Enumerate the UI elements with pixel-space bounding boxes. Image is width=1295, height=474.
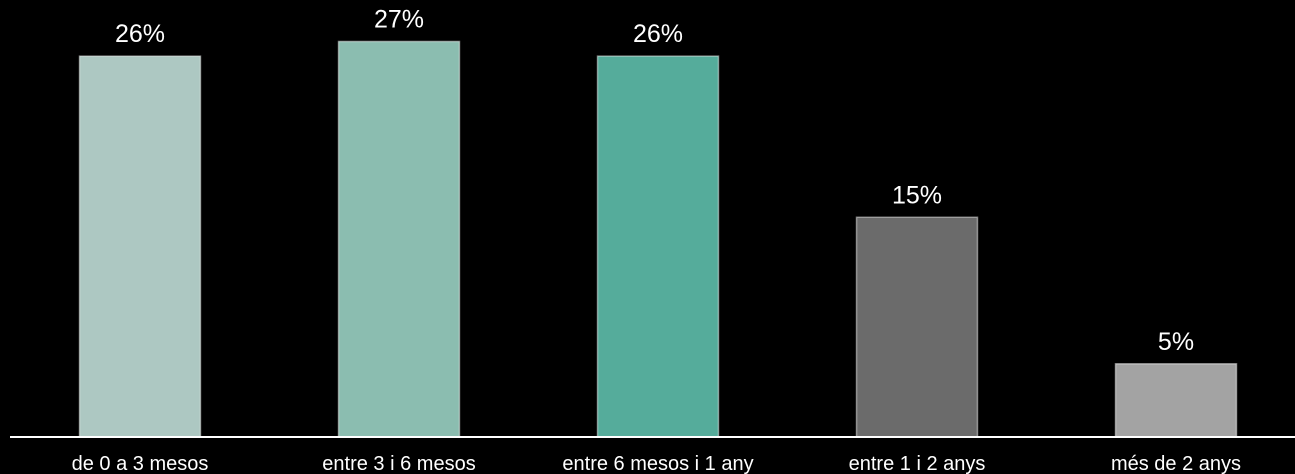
bar-2 — [337, 40, 461, 438]
value-label-3: 26% — [633, 20, 683, 48]
value-label-2: 27% — [374, 5, 424, 33]
x-tick-label-1: de 0 a 3 mesos — [72, 453, 209, 474]
bars-group — [78, 40, 1238, 438]
value-label-5: 5% — [1158, 328, 1194, 356]
bar-3 — [596, 55, 720, 438]
bar-4 — [855, 216, 979, 438]
value-labels-group: 26% 27% 26% 15% 5% — [115, 5, 1194, 355]
bar-1 — [78, 55, 202, 438]
bar-5 — [1114, 363, 1238, 438]
x-tick-label-2: entre 3 i 6 mesos — [322, 453, 475, 474]
value-label-4: 15% — [892, 181, 942, 209]
x-tick-label-5: més de 2 anys — [1111, 453, 1241, 474]
x-tick-label-4: entre 1 i 2 anys — [849, 453, 986, 474]
value-label-1: 26% — [115, 20, 165, 48]
x-tick-labels-group: de 0 a 3 mesos entre 3 i 6 mesos entre 6 m… — [72, 453, 1241, 474]
x-tick-label-3: entre 6 mesos i 1 any — [562, 453, 753, 474]
